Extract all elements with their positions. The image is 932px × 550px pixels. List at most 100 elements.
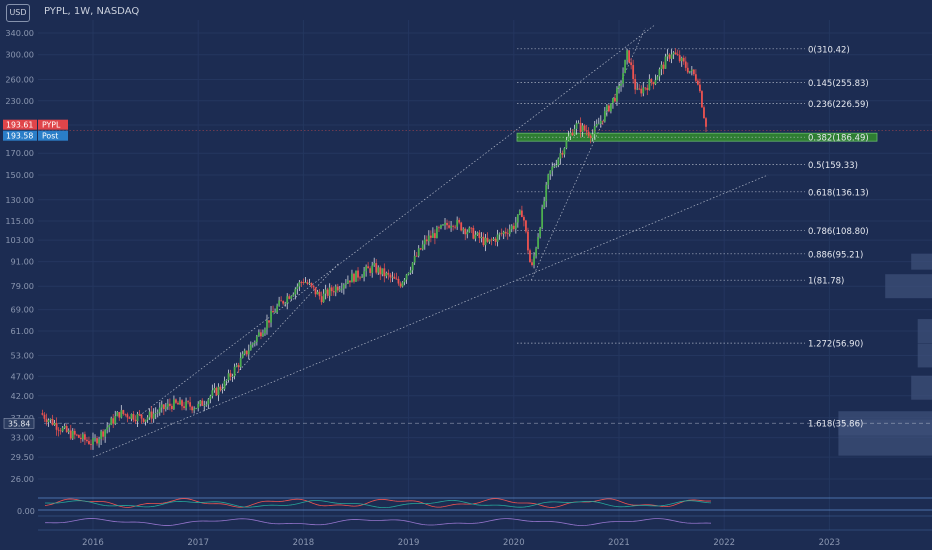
price-badge-label: Post <box>42 132 58 141</box>
crosshair-price-label: 35.84 <box>8 419 30 428</box>
price-badge-value: 193.61 <box>6 121 33 130</box>
y-tick-label: 33.00 <box>11 433 34 443</box>
candle-body <box>577 122 580 124</box>
trendline[interactable] <box>92 174 769 458</box>
candle-body <box>102 431 105 437</box>
candle-body <box>614 97 616 102</box>
candle-body <box>340 288 343 290</box>
volume-profile <box>838 253 932 456</box>
fib-level-label: 0.786(108.80) <box>808 227 869 237</box>
candle-body <box>148 411 151 418</box>
candle-body <box>547 174 550 185</box>
candle-body <box>379 267 382 275</box>
trendlines[interactable] <box>92 25 769 458</box>
price-badge-value-bg <box>3 119 37 130</box>
candle-body <box>429 235 432 238</box>
candle-body <box>642 87 645 94</box>
currency-badge[interactable]: USD <box>6 4 30 22</box>
candle-body <box>347 280 349 284</box>
candle-body <box>142 418 145 422</box>
candle-body <box>488 239 491 242</box>
candle-body <box>624 59 626 74</box>
fib-level-label: 1.272(56.90) <box>808 340 863 350</box>
candle-body <box>363 271 365 278</box>
candle-body <box>482 236 485 246</box>
candle-body <box>506 233 509 235</box>
candle-body <box>664 56 667 69</box>
candle-body <box>694 74 697 81</box>
candle-body <box>492 238 495 240</box>
candle-body <box>312 285 315 288</box>
candle-body <box>413 255 416 263</box>
candle-body <box>187 401 189 403</box>
fibonacci-retracement[interactable]: 0(310.42) 0.145(255.83) 0.236(226.59) 0.382… <box>44 45 932 430</box>
candle-body <box>561 153 564 155</box>
candle-body <box>241 353 244 358</box>
candle-body <box>260 332 262 337</box>
candle-body <box>288 296 291 299</box>
candle-body <box>393 276 396 279</box>
candle-body <box>71 430 74 439</box>
x-tick-label: 2020 <box>503 538 525 548</box>
candle-body <box>438 227 440 229</box>
candle-body <box>191 406 194 411</box>
candle-body <box>130 414 133 419</box>
volume-profile-bar <box>917 319 932 344</box>
candle-body <box>342 284 345 289</box>
candle-body <box>106 427 109 430</box>
candle-body <box>179 400 181 405</box>
candle-body <box>266 320 268 330</box>
indicator-tick-label: 0.00 <box>17 507 35 516</box>
candle-body <box>270 311 272 323</box>
y-tick-label: 53.00 <box>11 350 34 360</box>
candle-body <box>480 236 483 239</box>
fib-level-label: 0.236(226.59) <box>808 100 869 110</box>
candle-body <box>286 296 289 304</box>
candle-body <box>219 386 222 390</box>
candle-body <box>138 413 141 415</box>
candle-body <box>367 266 370 269</box>
candle-body <box>440 225 442 228</box>
candle-body <box>332 291 335 293</box>
candle-body <box>132 414 135 420</box>
candle-body <box>632 65 635 80</box>
candle-body <box>678 55 681 62</box>
candle-body <box>583 125 586 131</box>
candle-body <box>523 217 525 221</box>
time-axis[interactable]: 2016 2017 2018 2019 2020 2021 2022 2023 <box>82 538 840 548</box>
candle-body <box>474 234 477 239</box>
candle-body <box>462 228 465 231</box>
price-axis[interactable]: 0.00340.00300.00260.00230.00200.00170.00… <box>5 28 34 516</box>
candle-body <box>235 365 238 367</box>
trendline[interactable] <box>136 25 655 419</box>
candle-body <box>436 227 438 239</box>
x-tick-label: 2021 <box>608 538 630 548</box>
candle-body <box>181 400 183 407</box>
candle-body <box>411 262 414 271</box>
candle-body <box>318 291 321 297</box>
candle-body <box>603 110 606 122</box>
candle-body <box>654 80 657 85</box>
candle-body <box>599 120 602 124</box>
candle-body <box>193 408 196 411</box>
candle-body <box>104 429 107 437</box>
candle-body <box>175 399 177 403</box>
trendline[interactable] <box>531 27 646 281</box>
candle-body <box>110 418 113 425</box>
candle-body <box>282 301 285 304</box>
candle-body <box>652 82 655 85</box>
y-tick-label: 130.00 <box>5 195 34 205</box>
candle-body <box>640 88 643 94</box>
candle-body <box>423 239 426 245</box>
fib-level-label: 0.382(186.49) <box>808 134 869 144</box>
candle-body <box>292 294 295 297</box>
candle-body <box>425 239 428 242</box>
candle-body <box>620 83 622 86</box>
candle-body <box>697 80 699 85</box>
y-tick-label: 300.00 <box>5 50 34 60</box>
candle-body <box>504 231 507 234</box>
candle-body <box>140 414 143 419</box>
candle-body <box>565 140 568 149</box>
symbol-info[interactable]: PYPL, 1W, NASDAQ <box>44 6 139 17</box>
